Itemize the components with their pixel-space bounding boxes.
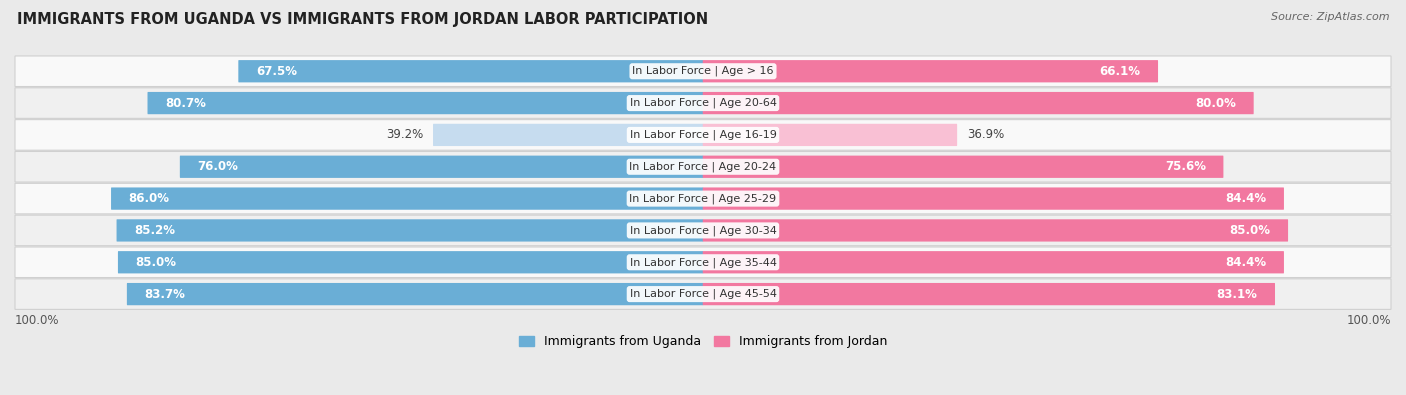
Text: 80.0%: 80.0% [1195,97,1236,109]
Text: 100.0%: 100.0% [1347,314,1391,327]
Text: 85.2%: 85.2% [134,224,174,237]
Text: 100.0%: 100.0% [15,314,59,327]
FancyBboxPatch shape [703,92,1254,114]
Text: 85.0%: 85.0% [135,256,176,269]
Text: In Labor Force | Age > 16: In Labor Force | Age > 16 [633,66,773,77]
FancyBboxPatch shape [117,219,703,242]
FancyBboxPatch shape [148,92,703,114]
FancyBboxPatch shape [433,124,703,146]
Text: 80.7%: 80.7% [165,97,205,109]
Text: 84.4%: 84.4% [1226,256,1267,269]
FancyBboxPatch shape [703,188,1284,210]
Text: 83.1%: 83.1% [1216,288,1257,301]
FancyBboxPatch shape [15,215,1391,246]
FancyBboxPatch shape [703,156,1223,178]
FancyBboxPatch shape [703,251,1284,273]
FancyBboxPatch shape [15,247,1391,278]
Text: 39.2%: 39.2% [385,128,423,141]
FancyBboxPatch shape [127,283,703,305]
FancyBboxPatch shape [180,156,703,178]
Text: IMMIGRANTS FROM UGANDA VS IMMIGRANTS FROM JORDAN LABOR PARTICIPATION: IMMIGRANTS FROM UGANDA VS IMMIGRANTS FRO… [17,12,709,27]
Text: In Labor Force | Age 16-19: In Labor Force | Age 16-19 [630,130,776,140]
FancyBboxPatch shape [15,56,1391,87]
Text: 84.4%: 84.4% [1226,192,1267,205]
FancyBboxPatch shape [239,60,703,83]
FancyBboxPatch shape [703,60,1159,83]
Text: In Labor Force | Age 25-29: In Labor Force | Age 25-29 [630,193,776,204]
FancyBboxPatch shape [703,283,1275,305]
Text: 76.0%: 76.0% [197,160,238,173]
FancyBboxPatch shape [703,219,1288,242]
Text: 36.9%: 36.9% [967,128,1004,141]
Text: 86.0%: 86.0% [128,192,170,205]
Text: In Labor Force | Age 35-44: In Labor Force | Age 35-44 [630,257,776,267]
Text: In Labor Force | Age 30-34: In Labor Force | Age 30-34 [630,225,776,236]
FancyBboxPatch shape [15,120,1391,150]
Text: 83.7%: 83.7% [145,288,186,301]
Text: 66.1%: 66.1% [1099,65,1140,78]
Text: Source: ZipAtlas.com: Source: ZipAtlas.com [1271,12,1389,22]
FancyBboxPatch shape [703,124,957,146]
Text: In Labor Force | Age 45-54: In Labor Force | Age 45-54 [630,289,776,299]
FancyBboxPatch shape [15,183,1391,214]
Text: 85.0%: 85.0% [1230,224,1271,237]
FancyBboxPatch shape [15,88,1391,118]
Text: 75.6%: 75.6% [1166,160,1206,173]
Text: 67.5%: 67.5% [256,65,297,78]
Text: In Labor Force | Age 20-64: In Labor Force | Age 20-64 [630,98,776,108]
Legend: Immigrants from Uganda, Immigrants from Jordan: Immigrants from Uganda, Immigrants from … [515,331,891,354]
FancyBboxPatch shape [15,151,1391,182]
FancyBboxPatch shape [111,188,703,210]
Text: In Labor Force | Age 20-24: In Labor Force | Age 20-24 [630,162,776,172]
FancyBboxPatch shape [118,251,703,273]
FancyBboxPatch shape [15,279,1391,309]
